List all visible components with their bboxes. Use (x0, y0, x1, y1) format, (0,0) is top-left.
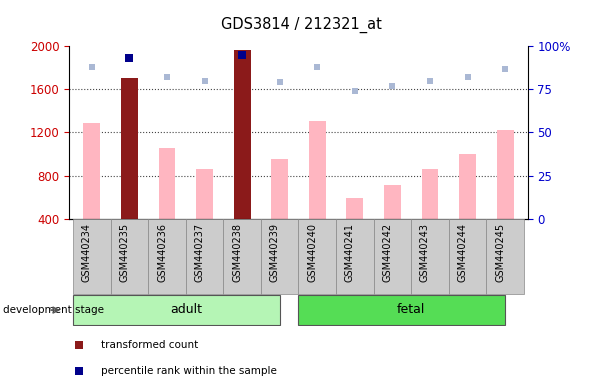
Text: GSM440241: GSM440241 (345, 223, 355, 281)
Text: transformed count: transformed count (101, 340, 198, 350)
Bar (309, 121, 326, 219)
Text: GSM440235: GSM440235 (119, 223, 130, 282)
Bar (486, 219, 524, 294)
Text: fetal: fetal (397, 303, 425, 316)
Bar (336, 219, 374, 294)
Bar (449, 219, 486, 294)
Bar (411, 219, 449, 294)
Text: GSM440236: GSM440236 (157, 223, 167, 281)
Bar (159, 147, 175, 219)
Bar (73, 219, 111, 294)
Bar (223, 219, 261, 294)
Bar (271, 159, 288, 219)
Text: GSM440244: GSM440244 (458, 223, 467, 281)
Text: development stage: development stage (3, 305, 104, 315)
Text: GSM440234: GSM440234 (82, 223, 92, 281)
Text: adult: adult (170, 303, 202, 316)
FancyBboxPatch shape (298, 295, 505, 325)
Text: GDS3814 / 212321_at: GDS3814 / 212321_at (221, 17, 382, 33)
Bar (148, 219, 186, 294)
Bar (298, 219, 336, 294)
Text: percentile rank within the sample: percentile rank within the sample (101, 366, 277, 376)
Bar (497, 130, 514, 219)
Bar (186, 219, 223, 294)
FancyBboxPatch shape (73, 295, 280, 325)
Bar (384, 185, 401, 219)
Bar (83, 123, 100, 219)
Bar (111, 219, 148, 294)
Text: GSM440245: GSM440245 (495, 223, 505, 282)
Bar (421, 169, 438, 219)
Text: GSM440243: GSM440243 (420, 223, 430, 281)
Text: GSM440238: GSM440238 (232, 223, 242, 281)
Text: GSM440240: GSM440240 (308, 223, 317, 281)
Text: GSM440237: GSM440237 (195, 223, 204, 282)
Bar (261, 219, 298, 294)
Text: GSM440239: GSM440239 (270, 223, 280, 281)
Bar (346, 199, 363, 219)
Text: GSM440242: GSM440242 (382, 223, 393, 282)
Bar (196, 169, 213, 219)
Bar (459, 154, 476, 219)
Bar (374, 219, 411, 294)
Bar (234, 50, 251, 219)
Bar (121, 78, 138, 219)
